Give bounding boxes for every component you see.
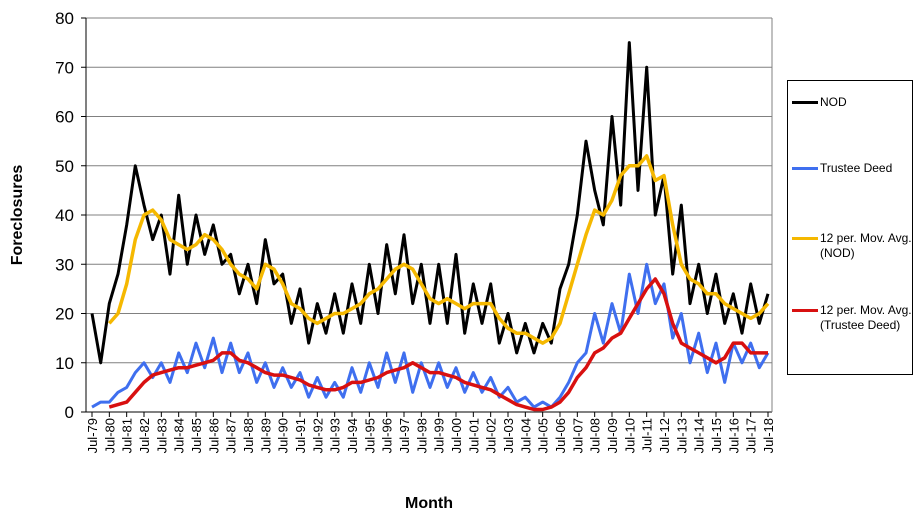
- x-tick-label: Jul-17: [744, 418, 759, 453]
- x-tick-label: Jul-05: [536, 418, 551, 453]
- x-tick-label: Jul-06: [553, 418, 568, 453]
- x-tick-label: Jul-81: [120, 418, 135, 453]
- x-tick-label: Jul-93: [328, 418, 343, 453]
- x-tick-label: Jul-97: [397, 418, 412, 453]
- x-tick-label: Jul-00: [449, 418, 464, 453]
- legend-label: 12 per. Mov. Avg. (NOD): [820, 231, 912, 260]
- y-tick-label: 50: [55, 157, 74, 176]
- legend-item: Trustee Deed: [792, 161, 912, 176]
- legend-item: NOD: [792, 95, 912, 110]
- x-tick-label: Jul-88: [241, 418, 256, 453]
- y-axis-label: Foreclosures: [9, 165, 26, 266]
- x-tick-label: Jul-92: [310, 418, 325, 453]
- x-tick-label: Jul-94: [345, 418, 360, 453]
- y-tick-label: 80: [55, 9, 74, 28]
- x-tick-label: Jul-10: [622, 418, 637, 453]
- y-tick-label: 40: [55, 206, 74, 225]
- x-tick-label: Jul-12: [657, 418, 672, 453]
- x-tick-label: Jul-89: [258, 418, 273, 453]
- x-tick-label: Jul-82: [137, 418, 152, 453]
- legend-label: Trustee Deed: [820, 161, 893, 175]
- x-tick-label: Jul-03: [501, 418, 516, 453]
- x-tick-label: Jul-79: [85, 418, 100, 453]
- x-tick-label: Jul-07: [570, 418, 585, 453]
- y-tick-label: 70: [55, 58, 74, 77]
- x-tick-label: Jul-09: [605, 418, 620, 453]
- legend-label: NOD: [820, 95, 847, 109]
- y-tick-label: 60: [55, 108, 74, 127]
- x-tick-label: Jul-08: [588, 418, 603, 453]
- x-tick-label: Jul-87: [224, 418, 239, 453]
- x-tick-label: Jul-15: [709, 418, 724, 453]
- x-tick-label: Jul-95: [362, 418, 377, 453]
- legend-item: 12 per. Mov. Avg. (NOD): [792, 231, 912, 261]
- x-tick-label: Jul-90: [276, 418, 291, 453]
- legend-swatch: [792, 237, 818, 240]
- y-tick-label: 30: [55, 255, 74, 274]
- x-tick-label: Jul-98: [414, 418, 429, 453]
- x-tick-label: Jul-91: [293, 418, 308, 453]
- legend-label: 12 per. Mov. Avg. (Trustee Deed): [820, 303, 912, 332]
- x-tick-label: Jul-04: [518, 418, 533, 453]
- legend-swatch: [792, 309, 818, 312]
- x-tick-label: Jul-18: [761, 418, 776, 453]
- x-tick-label: Jul-13: [674, 418, 689, 453]
- legend-swatch: [792, 167, 818, 170]
- y-tick-label: 0: [65, 403, 74, 422]
- legend-swatch: [792, 101, 818, 104]
- x-axis-label: Month: [405, 495, 453, 512]
- x-tick-label: Jul-84: [172, 418, 187, 453]
- series-line: [108, 277, 768, 412]
- x-tick-label: Jul-85: [189, 418, 204, 453]
- x-tick-label: Jul-96: [380, 418, 395, 453]
- legend: NOD Trustee Deed 12 per. Mov. Avg. (NOD) 12…: [787, 80, 913, 375]
- series-line: [107, 154, 770, 345]
- x-tick-label: Jul-80: [102, 418, 117, 453]
- series-line: [91, 262, 770, 409]
- x-tick-label: Jul-14: [692, 418, 707, 453]
- x-tick-label: Jul-16: [726, 418, 741, 453]
- series-line: [90, 41, 770, 365]
- x-tick-label: Jul-11: [640, 418, 655, 452]
- x-tick-label: Jul-86: [206, 418, 221, 453]
- x-tick-label: Jul-99: [432, 418, 447, 453]
- legend-item: 12 per. Mov. Avg. (Trustee Deed): [792, 303, 912, 333]
- y-tick-label: 20: [55, 305, 74, 324]
- x-tick-label: Jul-83: [154, 418, 169, 453]
- x-tick-label: Jul-01: [466, 418, 481, 453]
- y-tick-label: 10: [55, 354, 74, 373]
- x-tick-label: Jul-02: [484, 418, 499, 453]
